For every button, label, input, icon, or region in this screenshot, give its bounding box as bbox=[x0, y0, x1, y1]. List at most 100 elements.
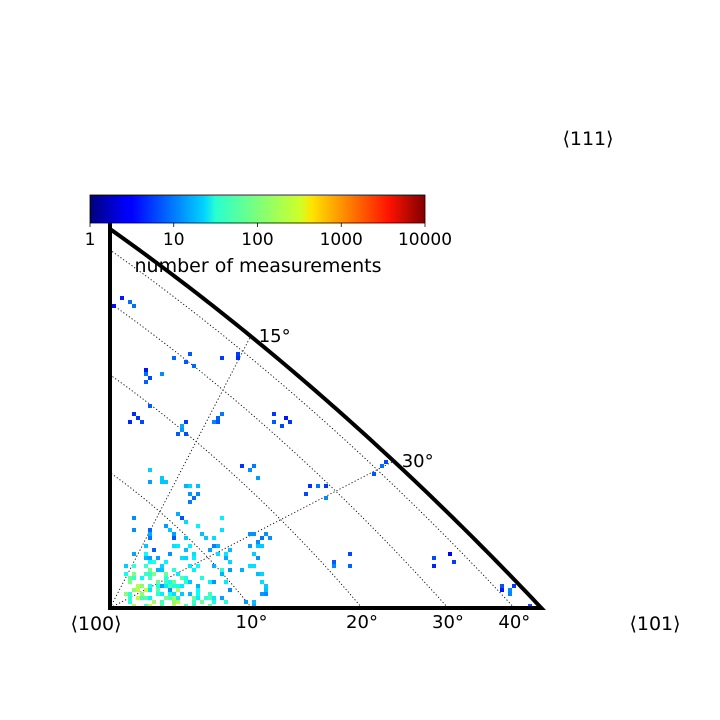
heatmap-cell bbox=[148, 376, 152, 380]
colorbar-tick-label: 10000 bbox=[398, 230, 452, 250]
corner-label-101: ⟨101⟩ bbox=[629, 613, 680, 635]
heatmap-cell bbox=[132, 572, 136, 576]
heatmap-cell bbox=[332, 560, 336, 564]
heatmap-cell bbox=[432, 564, 436, 568]
heatmap-cell bbox=[156, 580, 160, 584]
heatmap-cell bbox=[188, 564, 192, 568]
heatmap-cell bbox=[128, 576, 132, 580]
heatmap-cell bbox=[188, 492, 192, 496]
heatmap-cell bbox=[188, 616, 192, 620]
heatmap-cell bbox=[160, 600, 164, 604]
heatmap-cell bbox=[176, 432, 180, 436]
heatmap-cell bbox=[252, 532, 256, 536]
heatmap-cell bbox=[124, 564, 128, 568]
heatmap-cell bbox=[264, 592, 268, 596]
heatmap-cell bbox=[184, 548, 188, 552]
heatmap-cell bbox=[192, 496, 196, 500]
heatmap-cell bbox=[212, 564, 216, 568]
colorbar: 1 10 100 1000 10000 number of measurements bbox=[85, 194, 452, 277]
heatmap-cell bbox=[180, 576, 184, 580]
heatmap-cell bbox=[184, 536, 188, 540]
heatmap-cell bbox=[208, 580, 212, 584]
heatmap-cell bbox=[540, 600, 542, 604]
heatmap-cell bbox=[168, 528, 172, 532]
heatmap-cell bbox=[512, 584, 516, 588]
heatmap-cell bbox=[148, 612, 152, 616]
heatmap-cell bbox=[156, 588, 160, 592]
heatmap-cell bbox=[168, 620, 172, 624]
heatmap-cell bbox=[212, 420, 216, 424]
heatmap-cell bbox=[184, 432, 188, 436]
heatmap-cells bbox=[112, 296, 542, 624]
heatmap-cell bbox=[160, 592, 164, 596]
heatmap-cell bbox=[244, 600, 248, 604]
heatmap-cell bbox=[164, 524, 168, 528]
heatmap-cell bbox=[168, 592, 172, 596]
heatmap-cell bbox=[248, 468, 252, 472]
heatmap-cell bbox=[160, 612, 164, 616]
heatmap-cell bbox=[256, 544, 260, 548]
heatmap-cell bbox=[384, 460, 388, 464]
heatmap-cell bbox=[148, 596, 152, 600]
heatmap-cell bbox=[140, 420, 144, 424]
heatmap-cell bbox=[184, 556, 188, 560]
heatmap-cell bbox=[200, 576, 204, 580]
azimuth-grid-line bbox=[109, 335, 252, 609]
heatmap-cell bbox=[220, 572, 224, 576]
heatmap-cell bbox=[152, 548, 156, 552]
heatmap-cell bbox=[128, 600, 132, 604]
heatmap-cell bbox=[236, 356, 240, 360]
heatmap-cell bbox=[212, 596, 216, 600]
heatmap-cell bbox=[452, 560, 456, 564]
heatmap-cell bbox=[168, 580, 172, 584]
heatmap-cell bbox=[140, 596, 144, 600]
tilt-grid-arc bbox=[109, 249, 515, 609]
heatmap-cell bbox=[220, 516, 224, 520]
heatmap-cell bbox=[140, 592, 144, 596]
heatmap-cell bbox=[196, 484, 200, 488]
heatmap-cell bbox=[256, 476, 260, 480]
heatmap-cell bbox=[260, 592, 264, 596]
heatmap-cell bbox=[536, 596, 540, 600]
heatmap-cell bbox=[348, 552, 352, 556]
azimuth-tick-label: 15° bbox=[259, 326, 291, 347]
heatmap-cell bbox=[260, 536, 264, 540]
heatmap-cell bbox=[176, 588, 180, 592]
heatmap-cell bbox=[220, 528, 224, 532]
heatmap-cell bbox=[148, 588, 152, 592]
heatmap-cell bbox=[208, 596, 212, 600]
heatmap-cell bbox=[236, 352, 240, 356]
heatmap-cell bbox=[264, 532, 268, 536]
heatmap-cell bbox=[176, 572, 180, 576]
heatmap-cell bbox=[508, 592, 512, 596]
heatmap-cell bbox=[172, 568, 176, 572]
heatmap-cell bbox=[192, 552, 196, 556]
heatmap-cell bbox=[228, 560, 232, 564]
heatmap-cell bbox=[172, 616, 176, 620]
heatmap-cell bbox=[172, 596, 176, 600]
heatmap-cell bbox=[196, 588, 200, 592]
heatmap-cell bbox=[204, 596, 208, 600]
heatmap-cell bbox=[304, 492, 308, 496]
heatmap-cell bbox=[220, 568, 224, 572]
heatmap-cell bbox=[248, 564, 252, 568]
heatmap-cell bbox=[264, 584, 268, 588]
azimuth-grid-line bbox=[109, 460, 394, 609]
heatmap-cell bbox=[160, 564, 164, 568]
heatmap-cell bbox=[252, 564, 256, 568]
heatmap-cell bbox=[192, 596, 196, 600]
heatmap-cell bbox=[196, 524, 200, 528]
heatmap-cell bbox=[120, 296, 124, 300]
heatmap-cell bbox=[184, 484, 188, 488]
heatmap-cell bbox=[128, 592, 132, 596]
heatmap-cell bbox=[348, 564, 352, 568]
heatmap-cell bbox=[188, 544, 192, 548]
heatmap-cell bbox=[132, 412, 136, 416]
heatmap-cell bbox=[148, 528, 152, 532]
heatmap-cell bbox=[132, 552, 136, 556]
tilt-tick-label: 10° bbox=[236, 612, 268, 633]
heatmap-cell bbox=[180, 428, 184, 432]
heatmap-cell bbox=[184, 420, 188, 424]
heatmap-cell bbox=[144, 588, 148, 592]
heatmap-cell bbox=[240, 568, 244, 572]
